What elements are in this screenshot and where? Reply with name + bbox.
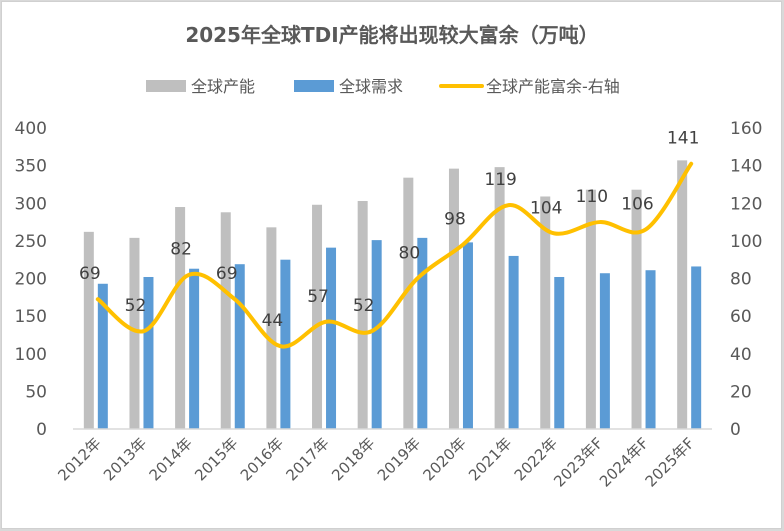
bar-demand bbox=[554, 276, 565, 429]
bar-capacity bbox=[175, 207, 186, 429]
x-tick-label: 2023年F bbox=[550, 434, 606, 490]
left-tick-label: 50 bbox=[25, 382, 47, 402]
bar-capacity bbox=[540, 196, 551, 429]
x-tick-label: 2014年 bbox=[146, 434, 196, 484]
legend-label-demand: 全球需求 bbox=[339, 77, 403, 96]
bar-demand bbox=[326, 247, 337, 429]
x-tick-label: 2018年 bbox=[328, 434, 378, 484]
bar-demand bbox=[462, 242, 473, 429]
left-tick-label: 300 bbox=[15, 194, 47, 214]
bar-demand bbox=[143, 276, 154, 429]
right-tick-label: 80 bbox=[730, 270, 752, 290]
x-tick-label: 2019年 bbox=[374, 434, 424, 484]
surplus-data-label: 57 bbox=[307, 287, 329, 307]
right-axis: 0 20 40 60 80 100 120 140 160 bbox=[730, 119, 762, 440]
right-tick-label: 20 bbox=[730, 382, 752, 402]
bar-capacity bbox=[312, 204, 323, 429]
right-tick-label: 140 bbox=[730, 157, 762, 177]
surplus-data-label: 106 bbox=[621, 195, 653, 215]
surplus-data-label: 44 bbox=[262, 311, 284, 331]
left-axis: 0 50 100 150 200 250 300 350 400 bbox=[15, 119, 47, 440]
surplus-data-label: 69 bbox=[216, 264, 238, 284]
bar-demand bbox=[645, 270, 656, 429]
bar-capacity bbox=[129, 237, 140, 429]
bars bbox=[83, 160, 702, 430]
x-tick-label: 2021年 bbox=[465, 434, 515, 484]
surplus-data-label: 52 bbox=[353, 296, 375, 316]
surplus-data-label: 69 bbox=[79, 264, 101, 284]
legend-swatch-demand bbox=[294, 80, 334, 92]
bar-demand bbox=[189, 268, 200, 429]
x-tick-label: 2016年 bbox=[237, 434, 287, 484]
legend: 全球产能 全球需求 全球产能富余-右轴 bbox=[146, 77, 620, 96]
surplus-data-label: 104 bbox=[530, 198, 562, 218]
left-tick-label: 100 bbox=[15, 345, 47, 365]
bar-capacity bbox=[403, 177, 414, 429]
right-tick-label: 60 bbox=[730, 307, 752, 327]
bar-capacity bbox=[448, 168, 459, 429]
bar-capacity bbox=[494, 167, 505, 429]
bar-capacity bbox=[677, 160, 688, 430]
surplus-data-label: 98 bbox=[444, 210, 466, 230]
bar-demand bbox=[234, 264, 245, 429]
legend-label-surplus: 全球产能富余-右轴 bbox=[486, 77, 620, 96]
left-tick-label: 0 bbox=[36, 420, 47, 440]
left-tick-label: 150 bbox=[15, 307, 47, 327]
bar-capacity bbox=[220, 212, 231, 429]
legend-swatch-capacity bbox=[146, 80, 186, 92]
left-tick-label: 250 bbox=[15, 232, 47, 252]
bar-capacity bbox=[631, 189, 642, 429]
bar-capacity bbox=[585, 189, 596, 429]
right-tick-label: 40 bbox=[730, 345, 752, 365]
x-tick-label: 2025年F bbox=[642, 434, 698, 490]
bar-capacity bbox=[266, 227, 277, 429]
x-tick-label: 2024年F bbox=[596, 434, 652, 490]
surplus-line bbox=[95, 161, 694, 349]
right-tick-label: 160 bbox=[730, 119, 762, 139]
left-tick-label: 400 bbox=[15, 119, 47, 139]
bar-demand bbox=[97, 283, 108, 429]
surplus-data-label: 80 bbox=[399, 244, 421, 264]
bar-demand bbox=[417, 237, 428, 429]
left-tick-label: 200 bbox=[15, 270, 47, 290]
surplus-data-label: 52 bbox=[125, 296, 147, 316]
right-tick-label: 0 bbox=[730, 420, 741, 440]
right-tick-label: 120 bbox=[730, 194, 762, 214]
chart-title: 2025年全球TDI产能将出现较大富余（万吨） bbox=[185, 23, 598, 47]
surplus-data-label: 119 bbox=[484, 170, 516, 190]
bar-demand bbox=[508, 255, 519, 429]
x-tick-label: 2017年 bbox=[283, 434, 333, 484]
bar-capacity bbox=[357, 200, 368, 429]
surplus-data-label: 82 bbox=[170, 240, 192, 260]
x-tick-label: 2012年 bbox=[54, 434, 104, 484]
x-tick-label: 2013年 bbox=[100, 434, 150, 484]
legend-label-capacity: 全球产能 bbox=[191, 77, 255, 96]
right-tick-label: 100 bbox=[730, 232, 762, 252]
surplus-data-label: 110 bbox=[576, 187, 608, 207]
bar-demand bbox=[371, 240, 382, 429]
x-tick-label: 2020年 bbox=[419, 434, 469, 484]
data-labels: 69 52 82 69 44 57 52 80 98 119 104 110 106 141 bbox=[79, 129, 699, 331]
x-tick-label: 2015年 bbox=[191, 434, 241, 484]
left-tick-label: 350 bbox=[15, 157, 47, 177]
surplus-data-label: 141 bbox=[667, 129, 699, 149]
bar-demand bbox=[280, 259, 291, 429]
x-axis-ticks: 2012年2013年2014年2015年2016年2017年2018年2019年… bbox=[54, 434, 698, 490]
bar-capacity bbox=[83, 231, 94, 429]
bar-demand bbox=[599, 273, 610, 429]
bar-demand bbox=[691, 266, 702, 429]
